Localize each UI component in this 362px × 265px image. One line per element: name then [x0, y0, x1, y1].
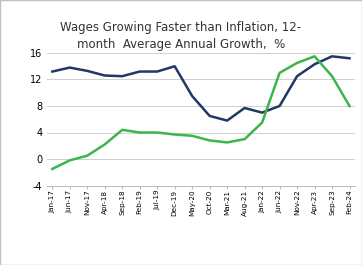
Average Inflation	[190, 134, 194, 137]
Average Inflation	[295, 61, 299, 64]
Wage Growth	[277, 104, 282, 108]
Text: Wages Growing Faster than Inflation, 12-
month  Average Annual Growth,  %: Wages Growing Faster than Inflation, 12-…	[60, 21, 302, 51]
Wage Growth	[120, 74, 125, 78]
Line: Wage Growth: Wage Growth	[52, 56, 350, 121]
Wage Growth	[85, 69, 89, 72]
Average Inflation	[173, 133, 177, 136]
Wage Growth	[330, 55, 334, 58]
Average Inflation	[207, 139, 212, 142]
Wage Growth	[295, 74, 299, 78]
Wage Growth	[102, 74, 107, 77]
Average Inflation	[68, 159, 72, 162]
Wage Growth	[243, 106, 247, 110]
Average Inflation	[155, 131, 159, 134]
Average Inflation	[138, 131, 142, 134]
Average Inflation	[85, 154, 89, 157]
Wage Growth	[190, 95, 194, 98]
Average Inflation	[50, 167, 54, 171]
Wage Growth	[312, 63, 317, 66]
Average Inflation	[120, 128, 125, 131]
Wage Growth	[68, 66, 72, 69]
Line: Average Inflation: Average Inflation	[52, 56, 350, 169]
Wage Growth	[207, 114, 212, 118]
Wage Growth	[348, 57, 352, 60]
Wage Growth	[173, 65, 177, 68]
Wage Growth	[138, 70, 142, 73]
Average Inflation	[348, 104, 352, 108]
Average Inflation	[243, 138, 247, 141]
Wage Growth	[260, 111, 264, 114]
Average Inflation	[260, 121, 264, 124]
Average Inflation	[225, 141, 229, 144]
Average Inflation	[277, 71, 282, 74]
Average Inflation	[312, 55, 317, 58]
Average Inflation	[330, 74, 334, 78]
Wage Growth	[225, 119, 229, 122]
Wage Growth	[155, 70, 159, 73]
Average Inflation	[102, 143, 107, 146]
Wage Growth	[50, 70, 54, 73]
